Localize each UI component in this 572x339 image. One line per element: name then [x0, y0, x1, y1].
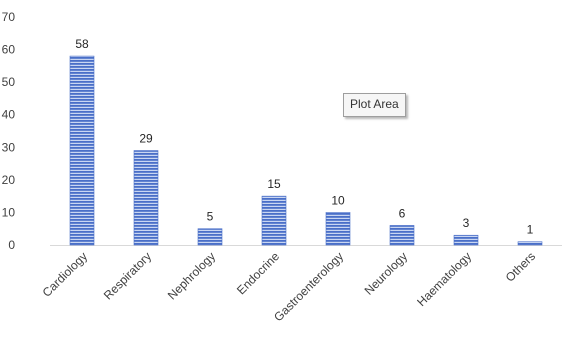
- y-tick-label: 30: [2, 140, 16, 154]
- data-label: 6: [399, 206, 406, 220]
- bar: [197, 228, 223, 246]
- plot-area-tooltip: Plot Area: [343, 93, 406, 117]
- data-label: 3: [463, 216, 470, 230]
- x-tick-label: Respiratory: [101, 249, 154, 302]
- x-tick-label: Haematology: [414, 249, 474, 309]
- data-label: 5: [207, 210, 214, 224]
- bar: [261, 195, 287, 246]
- data-label: 58: [75, 37, 89, 51]
- data-label: 1: [527, 223, 534, 237]
- y-axis: 0 10 20 30 40 50 60 70: [2, 10, 16, 252]
- data-labels: 58 29 5 15 10 6 3 1: [75, 37, 533, 237]
- x-tick-label: Others: [503, 249, 538, 284]
- y-tick-label: 0: [8, 238, 15, 252]
- bar: [389, 225, 415, 246]
- data-label: 15: [267, 177, 281, 191]
- bar: [69, 55, 95, 246]
- x-axis: Cardiology Respiratory Nephrology Endocrine…: [40, 245, 562, 324]
- data-label: 10: [331, 193, 345, 207]
- y-tick-label: 40: [2, 108, 16, 122]
- x-tick-label: Nephrology: [165, 249, 218, 302]
- bar: [133, 150, 159, 246]
- bar: [517, 241, 543, 246]
- bar-series: [69, 55, 543, 246]
- bar: [453, 234, 479, 246]
- y-tick-label: 50: [2, 75, 16, 89]
- y-tick-label: 20: [2, 173, 16, 187]
- y-tick-label: 70: [2, 10, 16, 24]
- y-tick-label: 10: [2, 205, 16, 219]
- bar: [325, 212, 351, 246]
- x-tick-label: Cardiology: [40, 249, 90, 299]
- y-tick-label: 60: [2, 43, 16, 57]
- x-tick-label: Endocrine: [234, 249, 282, 297]
- data-label: 29: [139, 132, 153, 146]
- x-tick-label: Gastroenterology: [271, 249, 346, 324]
- x-tick-label: Neurology: [362, 249, 411, 298]
